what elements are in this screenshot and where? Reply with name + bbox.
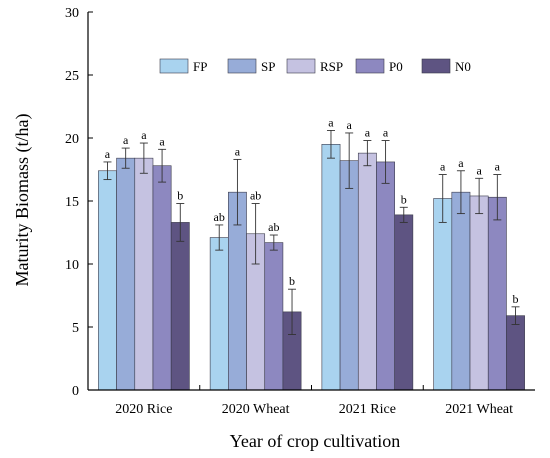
legend-swatch	[355, 58, 385, 74]
legend-label: RSP	[320, 59, 343, 74]
significance-letter: a	[123, 133, 129, 147]
legend-label: N0	[455, 59, 471, 74]
y-tick-label: 5	[72, 321, 79, 336]
bar	[339, 160, 359, 391]
significance-letter: a	[440, 160, 446, 174]
y-tick-label: 25	[65, 69, 79, 84]
x-tick-label: 2020 Wheat	[222, 402, 290, 417]
plot-area: aabaaaaaaaabaaaabaabbbb0510152025302020 …	[65, 6, 535, 417]
y-tick-label: 30	[65, 6, 79, 21]
bar	[506, 315, 525, 391]
legend-label: FP	[193, 59, 207, 74]
bar	[134, 157, 154, 391]
significance-letter: a	[105, 147, 111, 161]
bar	[376, 161, 395, 391]
y-axis-title: Maturity Biomass (t/ha)	[12, 114, 33, 287]
bar	[394, 214, 414, 391]
significance-letter: b	[177, 189, 183, 203]
bar	[170, 222, 190, 391]
legend-label: P0	[389, 59, 403, 74]
bar	[321, 144, 341, 391]
x-tick-label: 2021 Rice	[339, 402, 396, 417]
y-tick-label: 20	[65, 132, 79, 147]
legend-label: SP	[261, 59, 275, 74]
bar	[487, 196, 507, 391]
bar	[357, 152, 377, 391]
x-tick-label: 2021 Wheat	[445, 402, 513, 417]
bar	[469, 195, 489, 391]
significance-letter: ab	[250, 189, 261, 203]
significance-letter: a	[383, 126, 389, 140]
significance-letter: ab	[214, 210, 225, 224]
bar	[209, 237, 229, 391]
significance-letter: b	[289, 274, 295, 288]
significance-letter: b	[513, 292, 519, 306]
y-tick-label: 10	[65, 258, 79, 273]
y-tick-label: 15	[65, 195, 79, 210]
significance-letter: b	[401, 192, 407, 206]
significance-letter: ab	[268, 220, 279, 234]
legend-swatch	[159, 58, 189, 74]
bar	[152, 165, 172, 391]
significance-letter: a	[328, 115, 334, 129]
bar	[451, 191, 471, 391]
bar	[433, 198, 453, 391]
bar	[264, 242, 284, 391]
significance-letter: a	[159, 134, 165, 148]
x-tick-label: 2020 Rice	[115, 402, 172, 417]
legend-swatch	[286, 58, 316, 74]
legend-swatch	[421, 58, 451, 74]
significance-letter: a	[235, 144, 241, 158]
significance-letter: a	[495, 160, 501, 174]
y-tick-label: 0	[72, 384, 79, 399]
bar	[98, 170, 117, 391]
legend-swatch	[227, 58, 257, 74]
significance-letter: a	[141, 128, 147, 142]
x-axis-title: Year of crop cultivation	[230, 431, 401, 451]
significance-letter: a	[476, 163, 482, 177]
significance-letter: a	[458, 156, 464, 170]
bar	[116, 157, 136, 391]
significance-letter: a	[347, 118, 353, 132]
significance-letter: a	[365, 126, 371, 140]
